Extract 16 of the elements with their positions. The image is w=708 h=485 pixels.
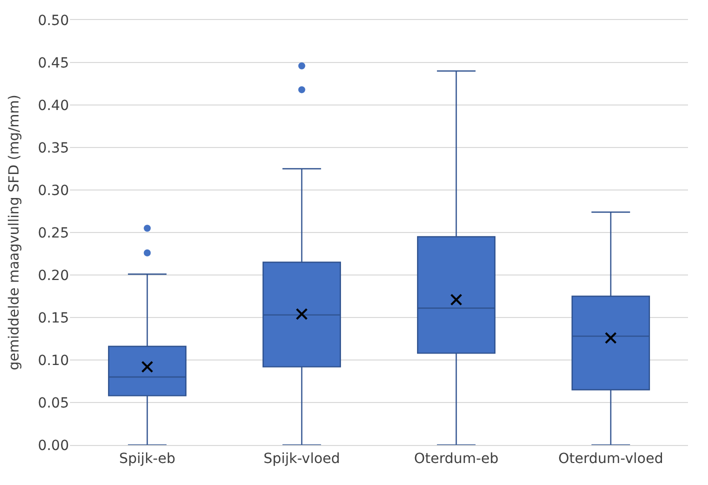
y-tick-label: 0.25 [38, 225, 69, 242]
x-tick-label: Spijk-vloed [263, 450, 340, 467]
x-tick-label: Oterdum-eb [414, 450, 499, 467]
y-tick-label: 0.00 [38, 438, 69, 454]
y-tick-label: 0.20 [38, 268, 69, 284]
x-tick-label: Spijk-eb [119, 450, 176, 467]
y-tick-label: 0.10 [38, 352, 69, 369]
x-tick-label: Oterdum-vloed [558, 450, 664, 467]
y-tick-label: 0.40 [38, 98, 69, 114]
y-tick-label: 0.30 [38, 182, 69, 199]
y-tick-label: 0.50 [38, 12, 69, 29]
y-tick-label: 0.35 [38, 140, 69, 156]
y-tick-label: 0.15 [38, 310, 69, 326]
y-tick-label: 0.05 [38, 395, 69, 412]
y-tick-label: 0.45 [38, 55, 69, 72]
y-axis-title: gemiddelde maagvulling SFD (mg/mm) [6, 94, 22, 370]
